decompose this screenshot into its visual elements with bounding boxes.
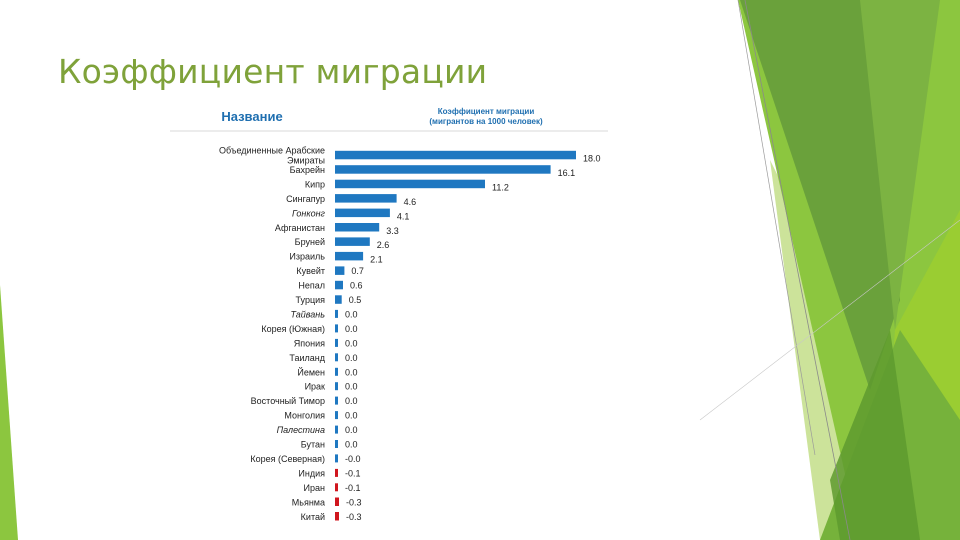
bar [335, 165, 551, 174]
value-label: 4.6 [404, 197, 417, 207]
bar [335, 266, 345, 275]
category-label: Бахрейн [290, 165, 325, 175]
category-label: Йемен [297, 366, 325, 377]
category-label: Кувейт [296, 266, 325, 276]
deco-line-1 [744, 0, 851, 540]
bar [335, 382, 338, 391]
bar [335, 468, 338, 477]
category-label: Мьянма [292, 497, 325, 507]
bar [335, 411, 338, 420]
category-label: Восточный Тимор [251, 396, 325, 406]
value-label: 2.6 [377, 240, 390, 250]
category-label: Непал [298, 281, 325, 291]
category-label: Палестина [277, 425, 325, 435]
bar [335, 280, 343, 290]
value-label: -0.3 [346, 497, 362, 507]
value-label: 0.0 [345, 309, 358, 319]
bar [335, 353, 338, 362]
deco-mid-green [860, 0, 940, 330]
category-label: Турция [296, 295, 326, 305]
deco-line-3 [699, 219, 960, 421]
value-label: 0.0 [345, 425, 358, 435]
page-title: Коэффициент миграции [58, 52, 488, 91]
value-label: 2.1 [370, 255, 383, 265]
bar [335, 396, 338, 405]
deco-dark-green [740, 0, 900, 390]
value-label: 0.0 [345, 396, 358, 406]
bar [335, 309, 338, 318]
category-label: Гонконг [292, 208, 326, 218]
deco-low-dark [830, 330, 920, 540]
bar [335, 237, 370, 246]
bar [335, 425, 338, 434]
bar [335, 295, 342, 304]
category-label: Иран [304, 483, 325, 493]
value-label: 0.0 [345, 411, 358, 421]
value-label: 0.6 [350, 281, 363, 291]
header-name: Название [221, 109, 282, 124]
category-label: Монголия [284, 411, 325, 421]
category-label: Тайвань [290, 309, 325, 319]
category-label: Бруней [295, 237, 325, 247]
value-label: 0.0 [345, 338, 358, 348]
category-label: Япония [294, 338, 325, 348]
category-label: Кипр [305, 179, 325, 189]
bar [335, 367, 338, 376]
value-label: 0.7 [351, 266, 364, 276]
value-label: -0.3 [346, 512, 362, 522]
category-label: Индия [298, 468, 325, 478]
value-label: 16.1 [558, 168, 576, 178]
category-label: Сингапур [286, 194, 325, 204]
bar [335, 194, 397, 203]
bar [335, 440, 338, 448]
deco-left-sliver [0, 285, 18, 540]
bar [335, 483, 338, 492]
value-label: 0.5 [349, 295, 362, 305]
value-label: 4.1 [397, 211, 410, 221]
value-label: -0.1 [345, 483, 361, 493]
value-label: -0.0 [345, 454, 361, 464]
header-value-line2: (мигрантов на 1000 человек) [429, 117, 543, 126]
value-label: 18.0 [583, 154, 601, 164]
bar [335, 324, 338, 333]
category-label: Корея (Северная) [250, 454, 325, 464]
category-label: Бутан [301, 440, 325, 450]
value-label: 0.0 [345, 382, 358, 392]
bar [335, 179, 485, 189]
category-label: Таиланд [289, 353, 325, 363]
header-value-line1: Коэффициент миграции [438, 107, 535, 116]
category-label: Израиль [289, 252, 325, 262]
bar [335, 251, 364, 261]
category-label: Китай [301, 512, 325, 522]
bar [335, 338, 338, 347]
value-label: 0.0 [345, 324, 358, 334]
bar [335, 497, 339, 506]
category-label: Эмираты [287, 156, 325, 166]
value-label: 0.0 [345, 353, 358, 363]
category-label: Объединенные Арабские [219, 146, 325, 156]
category-label: Афганистан [275, 223, 325, 233]
bar [335, 512, 339, 521]
category-label: Ирак [305, 382, 325, 392]
bar [335, 454, 338, 463]
value-label: 3.3 [386, 226, 399, 236]
value-label: 0.0 [345, 440, 358, 450]
bar [335, 150, 576, 160]
bar [335, 208, 390, 218]
bar [335, 223, 380, 232]
value-label: 0.0 [345, 367, 358, 377]
category-label: Корея (Южная) [261, 324, 325, 334]
value-label: 11.2 [492, 182, 509, 192]
deco-line-2 [737, 0, 816, 456]
value-label: -0.1 [345, 468, 361, 478]
